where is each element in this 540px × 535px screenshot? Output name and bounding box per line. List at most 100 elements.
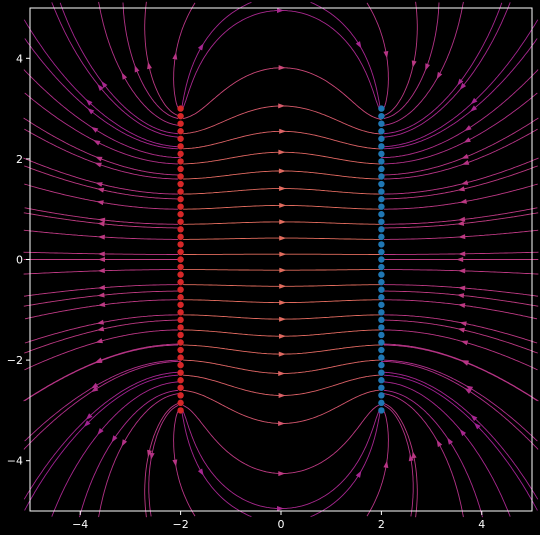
stream-arrow: [278, 168, 286, 174]
charge-point: [177, 135, 184, 142]
charge-point: [177, 346, 184, 354]
stream-arrow: [85, 99, 93, 106]
stream-arrow: [279, 283, 287, 289]
stream-arrow: [197, 468, 204, 476]
charge-point: [378, 195, 385, 203]
stream-arrows: [83, 8, 481, 511]
stream-arrow: [470, 414, 478, 422]
stream-arrow: [458, 285, 466, 291]
stream-arrow: [279, 128, 287, 134]
stream-arrow: [436, 71, 443, 80]
charge-point: [177, 271, 184, 278]
stream-arrow: [355, 470, 362, 478]
charge-point: [177, 128, 184, 135]
charge-point: [378, 339, 385, 346]
stream-arrow: [97, 221, 105, 227]
charge-point: [378, 399, 385, 407]
charge-point: [177, 384, 184, 391]
stream-arrow: [98, 257, 105, 262]
charge-point: [378, 407, 385, 414]
stream-arrow: [279, 235, 287, 241]
charge-point: [177, 331, 184, 339]
x-tick-label: 0: [278, 518, 285, 531]
charge-point: [177, 218, 184, 225]
charge-point: [378, 369, 385, 376]
stream-arrow: [95, 357, 103, 363]
stream-arrow: [464, 388, 472, 394]
charge-point: [378, 233, 385, 241]
charge-point: [378, 256, 385, 263]
stream-arrow: [460, 180, 469, 185]
stream-arrow: [91, 386, 99, 393]
charge-point: [177, 203, 184, 210]
stream-arrow: [458, 234, 466, 240]
charge-point: [177, 211, 184, 218]
charge-point: [378, 135, 385, 142]
stream-arrow: [278, 103, 286, 109]
stream-arrow: [95, 182, 103, 187]
charge-point: [177, 226, 184, 233]
stream-arrow: [83, 420, 91, 427]
charge-point: [177, 316, 184, 324]
stream-arrow: [278, 351, 286, 357]
charge-point: [378, 165, 385, 173]
x-tick-label: 4: [478, 518, 485, 531]
charge-point: [378, 150, 385, 158]
stream-arrow: [459, 321, 467, 327]
stream-arrow: [279, 251, 287, 257]
charge-point: [378, 211, 385, 218]
stream-arrow: [111, 435, 118, 443]
charge-point: [177, 361, 184, 369]
y-tick-label: −4: [7, 455, 23, 468]
stream-arrow: [456, 220, 465, 226]
stream-arrow: [97, 268, 105, 274]
stream-arrow: [408, 453, 414, 462]
stream-arrow: [94, 162, 102, 168]
plot-area: [23, 1, 539, 518]
stream-arrow: [279, 316, 287, 322]
charge-point: [177, 143, 184, 150]
plates: [177, 105, 385, 414]
charge-point: [378, 346, 385, 354]
charge-point: [177, 120, 184, 127]
stream-arrow: [459, 82, 467, 90]
stream-arrow: [474, 422, 481, 430]
stream-arrow: [470, 105, 478, 112]
stream-arrow: [461, 360, 469, 366]
stream-arrow: [121, 439, 128, 447]
stream-arrow: [97, 428, 104, 436]
charge-point: [177, 263, 184, 271]
charge-point: [378, 105, 385, 112]
x-tick-label: −2: [172, 518, 188, 531]
stream-arrow: [97, 284, 106, 290]
plate-left: [177, 105, 184, 414]
stream-arrow: [91, 382, 99, 389]
stream-arrow: [411, 451, 417, 459]
stream-arrow: [172, 459, 178, 467]
charge-point: [177, 173, 184, 180]
charge-point: [177, 256, 184, 263]
y-tick-label: 2: [16, 153, 23, 166]
stream-arrow: [149, 452, 155, 460]
charge-point: [177, 377, 184, 384]
charge-point: [378, 392, 385, 399]
stream-arrow: [97, 234, 105, 240]
stream-arrow: [461, 159, 470, 165]
stream-arrow: [97, 292, 105, 298]
stream-arrow: [96, 187, 105, 193]
stream-arrow: [279, 219, 287, 225]
stream-arrow: [96, 326, 105, 332]
stream-arrow: [147, 449, 152, 458]
charge-point: [378, 173, 385, 180]
charge-point: [378, 158, 385, 165]
stream-arrow: [91, 126, 99, 133]
charge-point: [177, 354, 184, 361]
charge-point: [378, 248, 385, 256]
stream-arrow: [425, 63, 431, 71]
stream-arrow: [96, 200, 104, 206]
stream-arrow: [121, 72, 128, 80]
stream-arrow: [134, 65, 140, 73]
charge-point: [378, 278, 385, 286]
charge-point: [177, 301, 184, 308]
charge-point: [177, 105, 184, 112]
